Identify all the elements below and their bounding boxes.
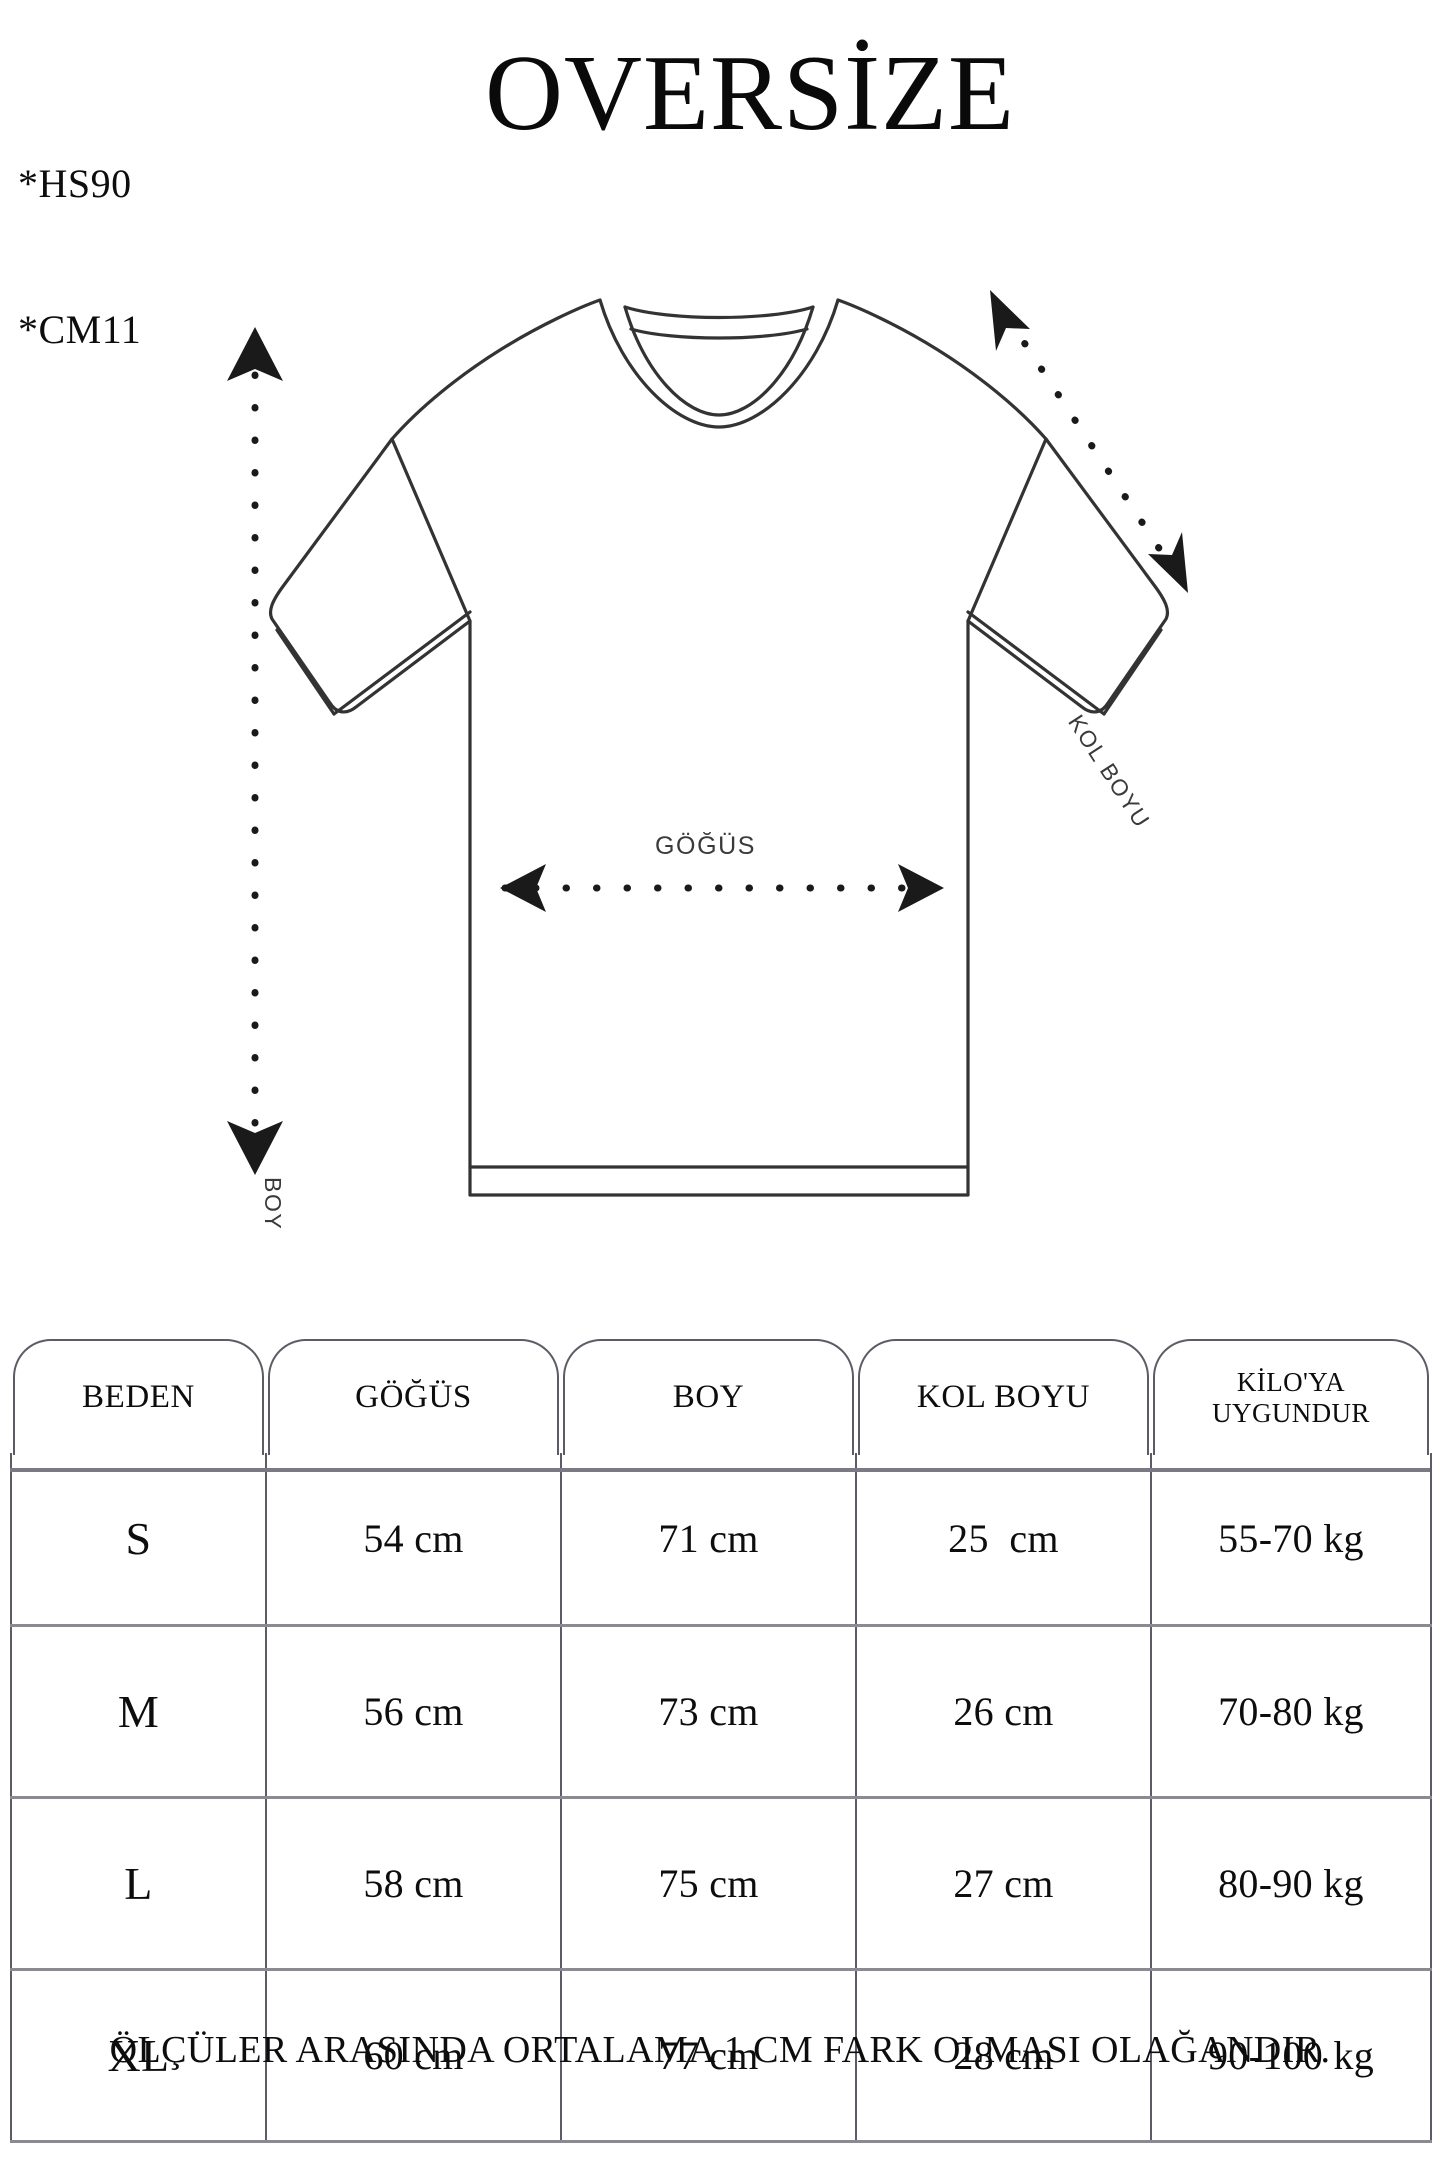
column-header-gogus: GÖĞÜS bbox=[266, 1325, 561, 1455]
table-row: S 54 cm 71 cm 25 cm 55-70 kg bbox=[10, 1453, 1432, 1627]
table-body: S 54 cm 71 cm 25 cm 55-70 kg M 56 cm 73 cm 26 cm… bbox=[10, 1453, 1432, 2143]
size-chart-table-wrapper: BEDEN GÖĞÜS BOY KOL BOYU KİLO'YA UYGUNDUR… bbox=[10, 1325, 1432, 2143]
chest-arrow-right bbox=[898, 864, 944, 912]
length-arrow-top bbox=[227, 327, 283, 381]
row-size: L bbox=[10, 1797, 267, 1971]
chest-arrow-left bbox=[500, 864, 546, 912]
row-length: 73 cm bbox=[561, 1625, 857, 1799]
sleeve-arrow-bottom bbox=[1148, 532, 1188, 593]
row-size: S bbox=[10, 1453, 267, 1627]
row-sleeve: 26 cm bbox=[856, 1625, 1152, 1799]
row-sleeve: 28 cm bbox=[856, 1969, 1152, 2143]
row-weight: 80-90 kg bbox=[1151, 1797, 1432, 1971]
row-length: 71 cm bbox=[561, 1453, 857, 1627]
column-header-boy-label: BOY bbox=[672, 1379, 745, 1416]
column-header-kiloya-uygundur: KİLO'YA UYGUNDUR bbox=[1151, 1325, 1431, 1455]
sku-line-2: *CM11 bbox=[18, 306, 142, 352]
row-sleeve: 25 cm bbox=[856, 1453, 1152, 1627]
row-weight: 70-80 kg bbox=[1151, 1625, 1432, 1799]
sleeve-hem-right bbox=[966, 610, 1106, 716]
chest-measure-arrow bbox=[500, 864, 944, 912]
armhole-seam-right bbox=[966, 437, 1048, 623]
column-header-kol-boyu-label: KOL BOYU bbox=[916, 1379, 1091, 1416]
column-header-beden: BEDEN bbox=[11, 1325, 266, 1455]
length-arrow-bottom bbox=[227, 1121, 283, 1175]
table-row: L 58 cm 75 cm 27 cm 80-90 kg bbox=[10, 1797, 1432, 1971]
size-chart-table: BEDEN GÖĞÜS BOY KOL BOYU KİLO'YA UYGUNDUR… bbox=[10, 1325, 1432, 2143]
collar-band-bottom bbox=[629, 327, 809, 340]
collar-outer bbox=[598, 298, 840, 429]
length-dimension-label: BOY bbox=[260, 1177, 286, 1231]
header-underline bbox=[10, 1468, 1430, 1472]
row-sleeve: 27 cm bbox=[856, 1797, 1152, 1971]
row-chest: 58 cm bbox=[266, 1797, 562, 1971]
row-weight: 90-100 kg bbox=[1151, 1969, 1432, 2143]
armhole-seam-left bbox=[390, 437, 472, 623]
page-title: OVERSİZE bbox=[485, 34, 1015, 153]
table-row: XL 60 cm 77 cm 28 cm 90-100 kg bbox=[10, 1969, 1432, 2143]
collar-inner bbox=[623, 305, 815, 417]
length-measure-arrow bbox=[227, 327, 283, 1175]
row-chest: 54 cm bbox=[266, 1453, 562, 1627]
column-header-boy: BOY bbox=[561, 1325, 856, 1455]
row-chest: 56 cm bbox=[266, 1625, 562, 1799]
sleeve-arrow-top bbox=[990, 290, 1030, 351]
chest-dimension-label: GÖĞÜS bbox=[655, 832, 757, 860]
sleeve-dotted-line bbox=[1004, 314, 1174, 569]
measurement-tolerance-note: ÖLÇÜLER ARASINDA ORTALAMA 1 CM FARK OLMA… bbox=[109, 2029, 1331, 2071]
row-weight: 55-70 kg bbox=[1151, 1453, 1432, 1627]
table-row: M 56 cm 73 cm 26 cm 70-80 kg bbox=[10, 1625, 1432, 1799]
sleeve-hem-left bbox=[332, 610, 472, 716]
sleeve-cuff-right bbox=[1102, 628, 1163, 716]
tshirt-diagram: GÖĞÜS KOL BOYU BOY bbox=[0, 255, 1440, 1275]
table-header-row: BEDEN GÖĞÜS BOY KOL BOYU KİLO'YA UYGUNDUR bbox=[11, 1325, 1431, 1455]
page-header: *HS90 *CM11 OVERSİZE bbox=[0, 0, 1440, 352]
column-header-kiloya-uygundur-label: KİLO'YA UYGUNDUR bbox=[1212, 1367, 1370, 1428]
row-length: 77 cm bbox=[561, 1969, 857, 2143]
sleeve-measure-arrow bbox=[990, 290, 1188, 593]
tshirt-illustration-svg bbox=[227, 290, 1188, 1197]
row-size: XL bbox=[10, 1969, 267, 2143]
tshirt-body-outline bbox=[268, 298, 1170, 1197]
column-header-kol-boyu: KOL BOYU bbox=[856, 1325, 1151, 1455]
row-size: M bbox=[10, 1625, 267, 1799]
column-header-gogus-label: GÖĞÜS bbox=[355, 1379, 472, 1416]
row-length: 75 cm bbox=[561, 1797, 857, 1971]
column-header-beden-label: BEDEN bbox=[82, 1379, 195, 1416]
collar-band-top bbox=[623, 305, 815, 320]
sku-line-1: *HS90 bbox=[18, 160, 132, 206]
row-chest: 60 cm bbox=[266, 1969, 562, 2143]
sku-codes: *HS90 *CM11 bbox=[18, 62, 141, 452]
sleeve-cuff-left bbox=[275, 628, 336, 716]
